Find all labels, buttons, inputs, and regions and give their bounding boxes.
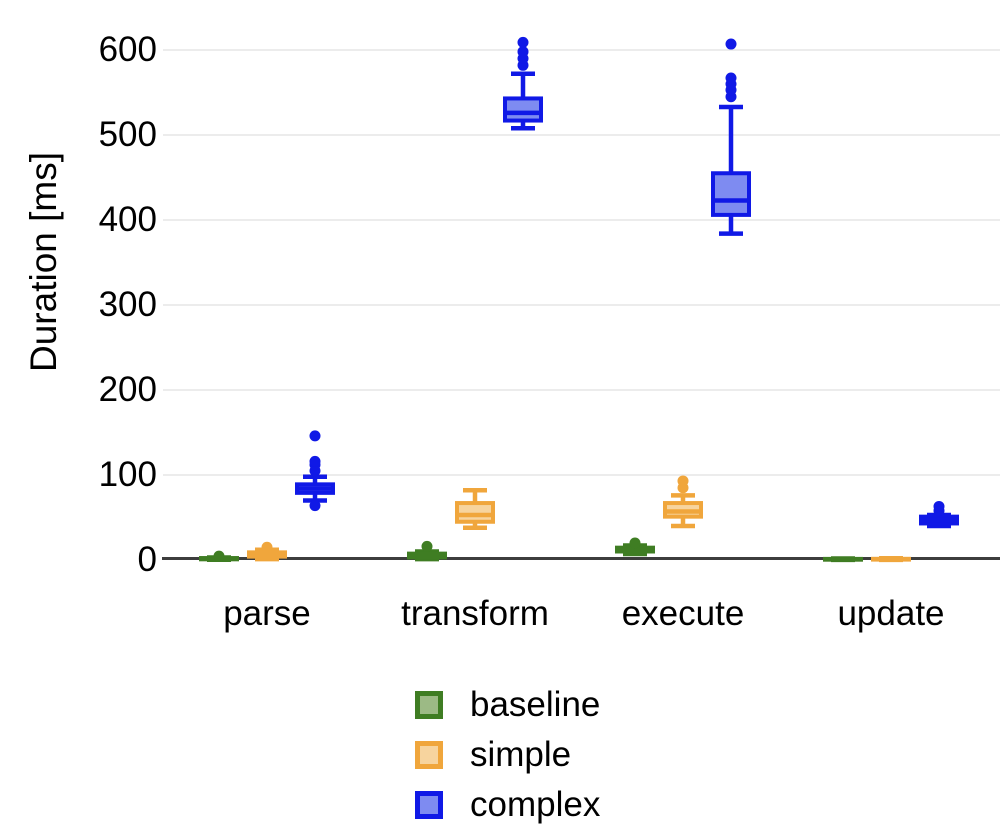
x-category-label-transform: transform xyxy=(401,594,549,633)
legend: baseline simple complex xyxy=(415,680,600,830)
boxplot-update-simple xyxy=(871,556,911,563)
boxplot-transform-simple xyxy=(455,488,495,530)
legend-label: complex xyxy=(470,785,601,824)
outlier-dot xyxy=(933,500,945,512)
y-tick-label: 500 xyxy=(98,115,157,154)
outlier-dot xyxy=(213,550,225,562)
y-tick-label: 0 xyxy=(137,540,157,579)
legend-item-baseline: baseline xyxy=(415,680,600,730)
y-tick-label: 300 xyxy=(98,285,157,324)
boxplot-parse-complex xyxy=(295,430,335,512)
legend-label: simple xyxy=(470,735,572,774)
y-tick-label: 100 xyxy=(98,455,157,494)
boxplot-update-baseline xyxy=(823,556,863,563)
x-category-label-execute: execute xyxy=(621,594,745,633)
outlier-dot xyxy=(677,475,689,487)
boxplot-parse-simple xyxy=(247,541,287,562)
outlier-dot xyxy=(309,430,321,442)
y-tick-label: 400 xyxy=(98,200,157,239)
box xyxy=(455,501,495,524)
y-tick-label: 600 xyxy=(98,30,157,69)
outlier-dot xyxy=(725,38,737,50)
legend-swatch-icon xyxy=(415,741,443,769)
x-category-label-parse: parse xyxy=(223,594,311,633)
outlier-dot xyxy=(725,72,737,84)
boxplot-execute-simple xyxy=(663,475,703,529)
legend-item-complex: complex xyxy=(415,780,600,830)
boxplot-transform-baseline xyxy=(407,540,447,562)
outlier-dot xyxy=(261,541,273,553)
legend-label: baseline xyxy=(470,685,601,724)
legend-swatch-icon xyxy=(415,691,443,719)
legend-swatch-icon xyxy=(415,791,443,819)
boxplot-execute-complex xyxy=(711,38,751,236)
y-tick-label: 200 xyxy=(98,370,157,409)
boxplot-transform-complex xyxy=(503,36,543,131)
outlier-dot xyxy=(309,455,321,467)
box xyxy=(503,96,543,123)
legend-item-simple: simple xyxy=(415,730,600,780)
boxplot-parse-baseline xyxy=(199,550,239,562)
outlier-dot xyxy=(421,540,433,552)
box xyxy=(711,171,751,217)
boxplot-update-complex xyxy=(919,500,959,529)
outlier-dot xyxy=(517,46,529,58)
boxplot-execute-baseline xyxy=(615,537,655,557)
x-category-label-update: update xyxy=(837,594,945,633)
outlier-dot xyxy=(629,537,641,549)
y-axis-title: Duration [ms] xyxy=(23,151,64,373)
outlier-dot xyxy=(309,500,321,512)
outlier-dot xyxy=(517,36,529,48)
